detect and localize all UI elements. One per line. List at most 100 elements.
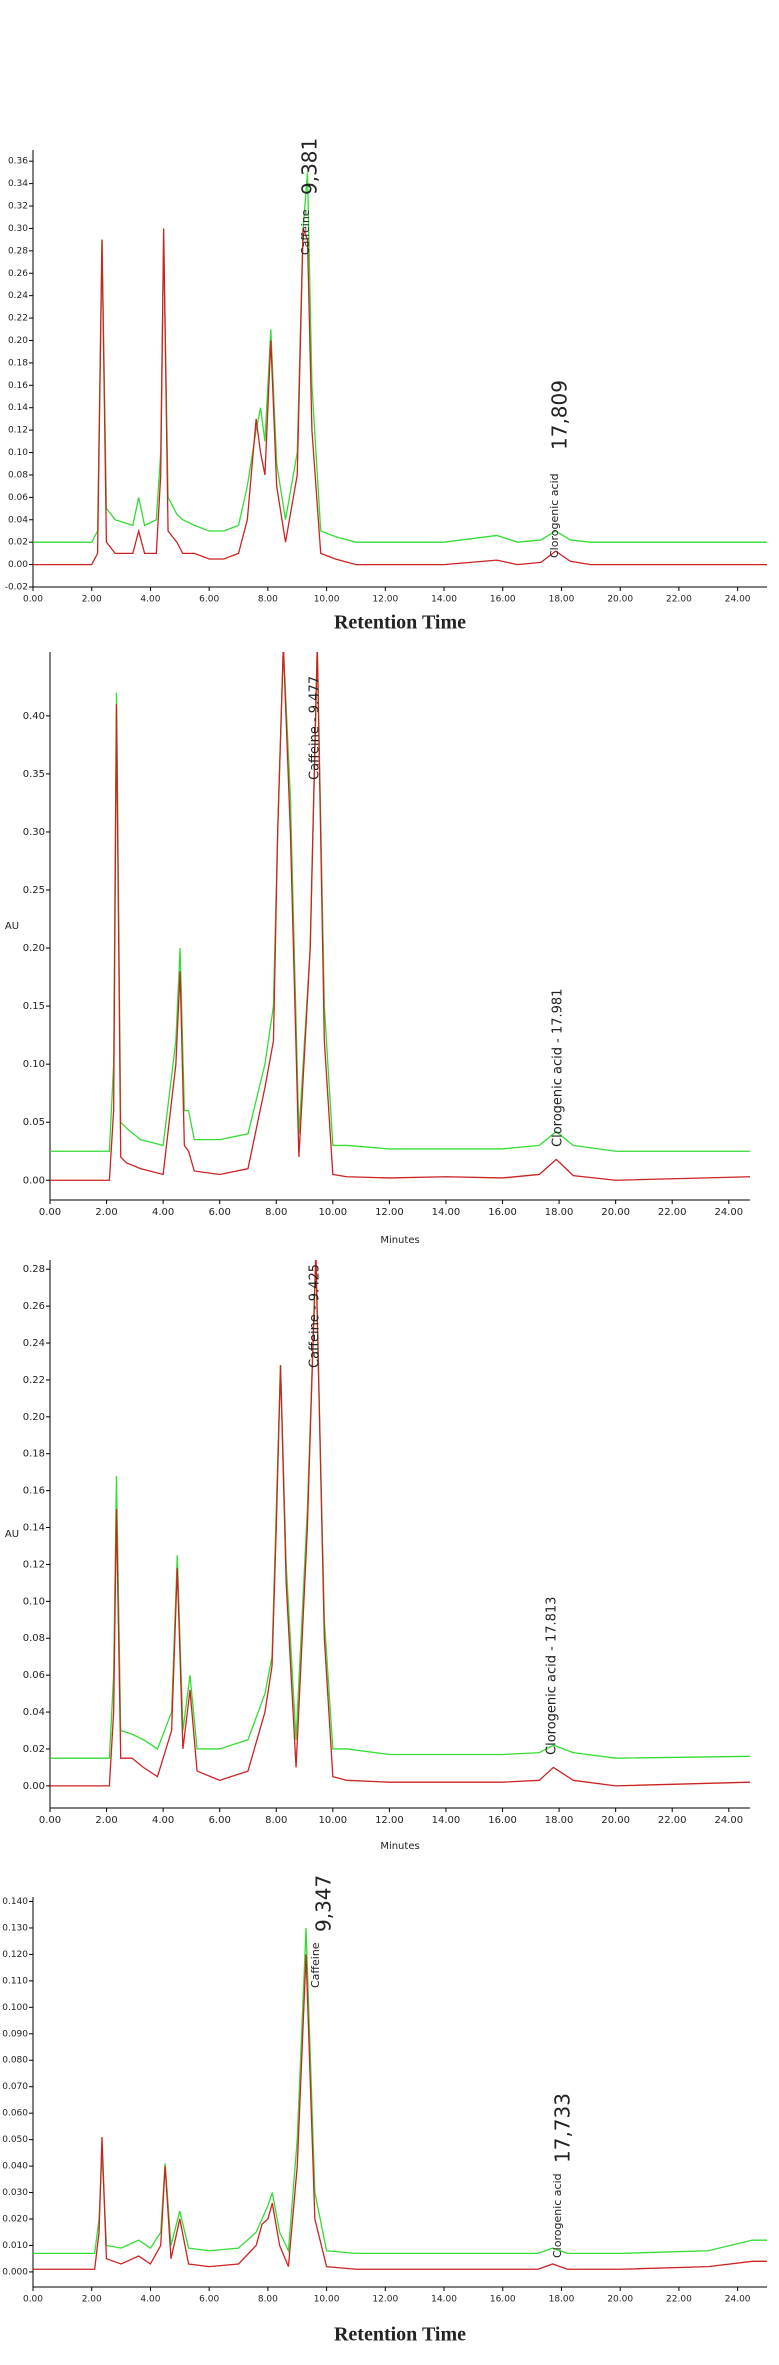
x-tick-label: 22.00 [666,595,692,605]
x-tick-label: 4.00 [152,1815,174,1826]
y-tick-label: 0.15 [23,1001,45,1012]
x-tick-label: 14.00 [431,595,457,605]
x-axis-label: Minutes [380,1841,419,1852]
y-tick-label: 0.18 [8,358,28,368]
y-tick-label: 0.000 [2,2267,28,2277]
x-tick-label: 8.00 [258,595,278,605]
y-tick-label: 0.20 [8,336,28,346]
x-tick-label: 6.00 [209,1815,231,1826]
x-tick-label: 2.00 [82,595,102,605]
y-tick-label: 0.00 [23,1781,45,1792]
x-tick-label: 10.00 [314,595,340,605]
y-tick-label: 0.36 [8,157,28,167]
y-tick-label: 0.010 [2,2241,28,2251]
peak-annotation: 17,809 [548,380,572,450]
y-tick-label: 0.00 [23,1175,45,1186]
trace-red [50,1260,750,1787]
x-tick-label: 16.00 [488,1815,517,1826]
x-tick-label: 14.00 [432,1207,461,1218]
x-tick-label: 0.00 [23,2295,43,2305]
y-tick-label: 0.24 [8,291,28,301]
x-tick-label: 8.00 [258,2295,278,2305]
y-tick-label: 0.16 [8,381,28,391]
y-tick-label: 0.26 [23,1301,45,1312]
y-tick-label: 0.20 [23,943,45,954]
peak-annotation: Clorogenic acid [551,2173,564,2258]
y-tick-label: 0.24 [23,1338,45,1349]
peak-annotation: Clorogenic acid [548,473,561,558]
y-tick-label: 0.080 [2,2056,28,2066]
y-tick-label: 0.16 [23,1486,45,1497]
peak-annotation: Clorogenic acid - 17.981 [551,989,566,1147]
x-tick-label: 16.00 [490,2295,516,2305]
y-tick-label: 0.08 [8,470,28,480]
y-tick-label: 0.08 [23,1633,45,1644]
peak-annotation: 9,347 [312,1875,336,1932]
y-tick-label: 0.34 [8,179,28,189]
trace-green [50,1260,750,1759]
x-tick-label: 18.00 [545,1207,574,1218]
x-axis-label: Retention Time [334,2324,466,2346]
peak-annotation: 9,381 [298,138,322,195]
y-tick-label: 0.12 [23,1559,45,1570]
y-tick-label: 0.04 [23,1707,45,1718]
peak-annotation: Caffeine - 9.477 [308,676,323,780]
x-tick-label: 4.00 [140,595,160,605]
trace-red [33,1954,767,2270]
y-tick-label: 0.04 [8,515,28,525]
x-tick-label: 16.00 [490,595,516,605]
x-tick-label: 16.00 [488,1207,517,1218]
peak-annotation: Caffeine [299,209,312,255]
x-tick-label: 24.00 [725,595,751,605]
y-axis-label: AU [5,1529,19,1540]
x-tick-label: 4.00 [152,1207,174,1218]
y-tick-label: 0.020 [2,2215,28,2225]
x-tick-label: 24.00 [725,2295,751,2305]
x-tick-label: 2.00 [82,2295,102,2305]
y-tick-label: 0.30 [23,827,45,838]
y-tick-label: 0.12 [8,426,28,436]
y-tick-label: 0.040 [2,2162,28,2172]
x-tick-label: 6.00 [199,595,219,605]
x-axis-label: Retention Time [334,612,466,634]
x-tick-label: 20.00 [601,1815,630,1826]
peak-annotation: Clorogenic acid - 17.813 [545,1597,560,1755]
x-tick-label: 2.00 [95,1815,117,1826]
y-tick-label: 0.02 [8,538,28,548]
y-tick-label: 0.18 [23,1449,45,1460]
y-tick-label: 0.28 [8,246,28,256]
peak-annotation: Caffeine [309,1942,322,1988]
x-tick-label: 18.00 [549,2295,575,2305]
x-axis-label: Minutes [380,1235,419,1246]
y-tick-label: 0.25 [23,885,45,896]
y-tick-label: 0.050 [2,2135,28,2145]
y-tick-label: 0.14 [23,1523,45,1534]
x-tick-label: 2.00 [95,1207,117,1218]
y-tick-label: 0.26 [8,269,28,279]
trace-red [50,652,750,1181]
y-tick-label: 0.140 [2,1897,28,1907]
x-tick-label: 10.00 [314,2295,340,2305]
x-tick-label: 0.00 [23,595,43,605]
x-tick-label: 8.00 [265,1207,287,1218]
x-tick-label: 12.00 [375,1815,404,1826]
y-tick-label: 0.110 [2,1976,28,1986]
x-tick-label: 20.00 [601,1207,630,1218]
x-tick-label: 0.00 [39,1207,61,1218]
trace-green [50,652,750,1152]
y-tick-label: 0.06 [23,1670,45,1681]
y-tick-label: 0.130 [2,1923,28,1933]
y-tick-label: 0.090 [2,2029,28,2039]
y-tick-label: 0.22 [8,314,28,324]
y-tick-label: 0.05 [23,1117,45,1128]
y-tick-label: 0.14 [8,403,28,413]
x-tick-label: 10.00 [319,1815,348,1826]
x-tick-label: 4.00 [140,2295,160,2305]
x-tick-label: 18.00 [545,1815,574,1826]
y-tick-label: 0.100 [2,2003,28,2013]
y-tick-label: 0.030 [2,2188,28,2198]
trace-green [33,172,767,543]
x-tick-label: 8.00 [265,1815,287,1826]
y-tick-label: 0.22 [23,1375,45,1386]
